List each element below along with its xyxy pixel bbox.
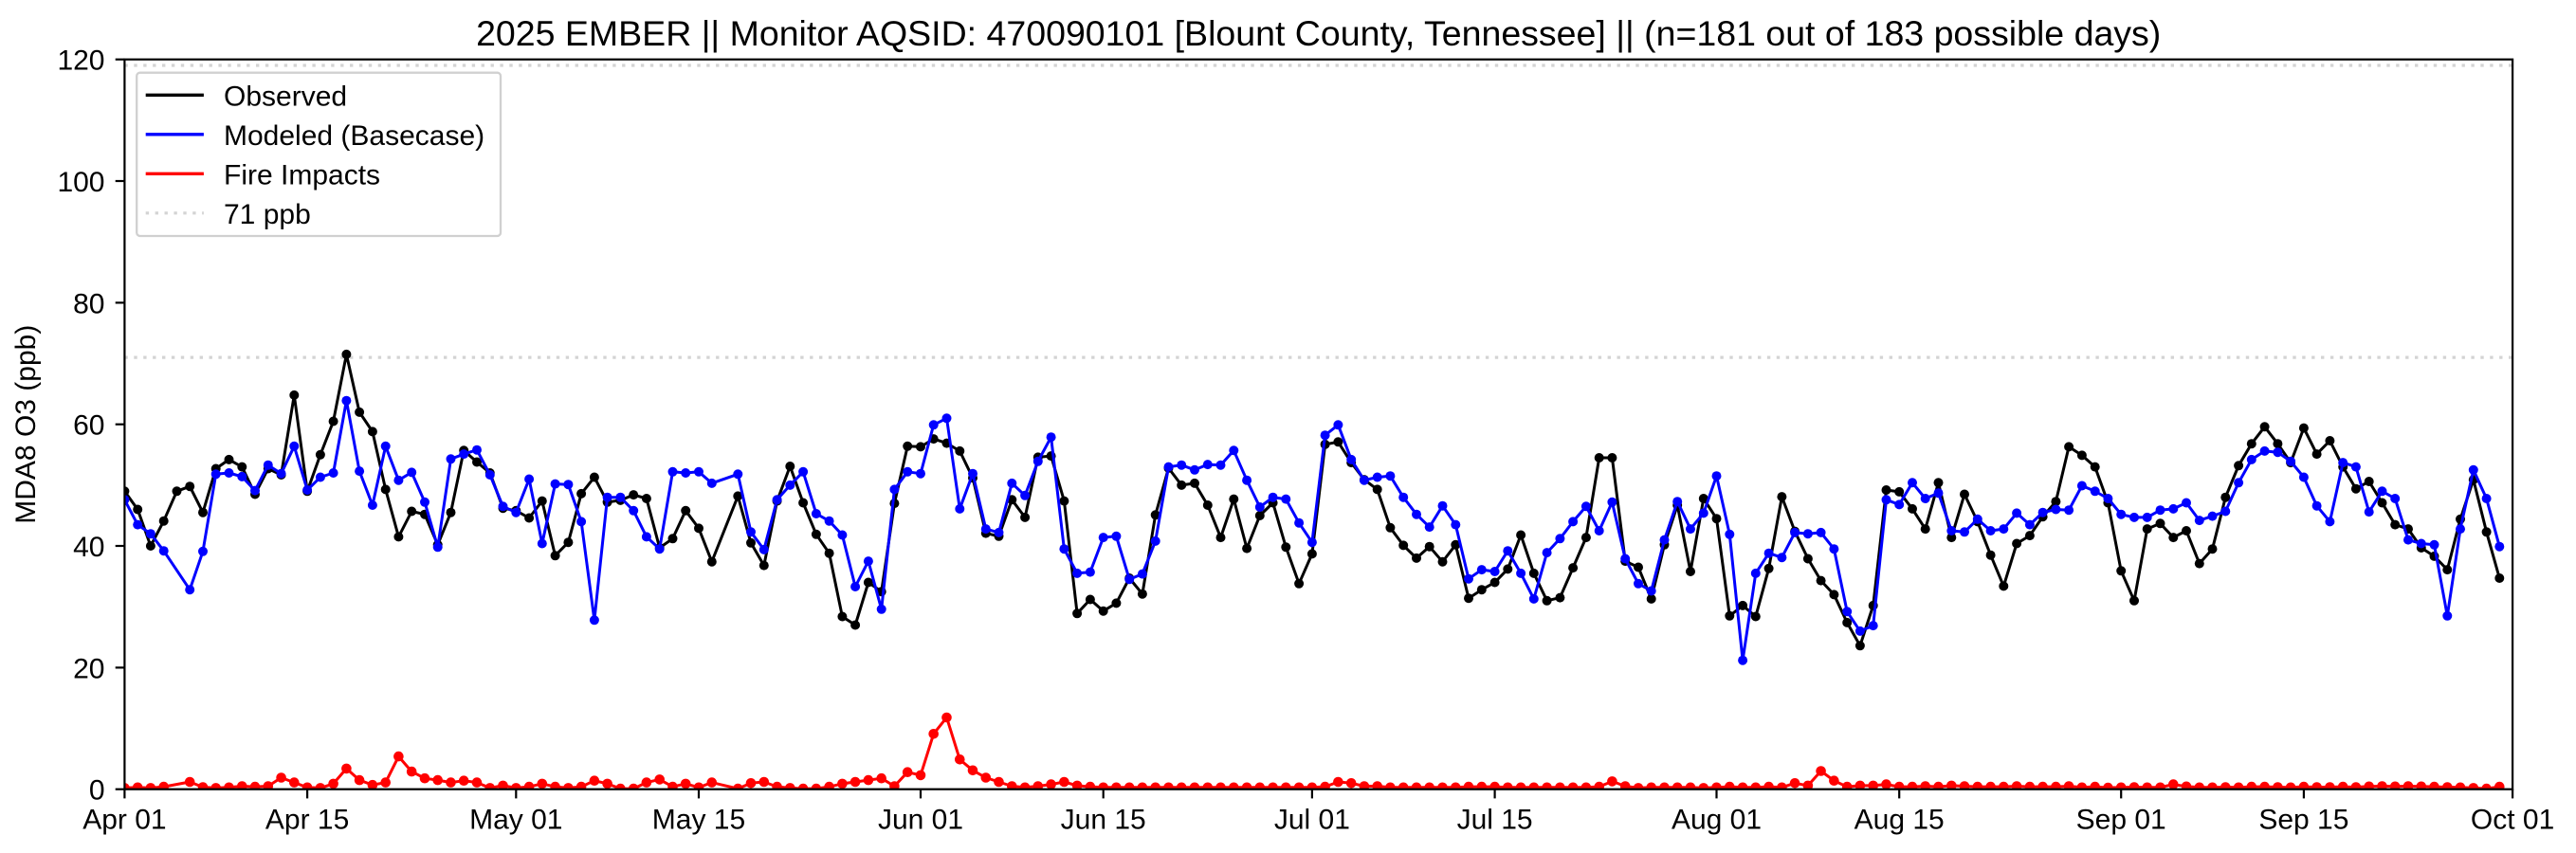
- svg-text:80: 80: [73, 288, 104, 319]
- svg-text:Observed: Observed: [224, 81, 347, 112]
- svg-text:Sep 01: Sep 01: [2076, 805, 2166, 836]
- svg-text:May 01: May 01: [469, 805, 562, 836]
- svg-text:May 15: May 15: [652, 805, 745, 836]
- svg-text:20: 20: [73, 653, 104, 684]
- svg-text:60: 60: [73, 410, 104, 442]
- svg-text:Jun 01: Jun 01: [878, 805, 963, 836]
- svg-text:120: 120: [57, 45, 104, 77]
- svg-text:Aug 01: Aug 01: [1672, 805, 1762, 836]
- svg-text:100: 100: [57, 167, 104, 198]
- svg-text:Fire Impacts: Fire Impacts: [224, 159, 380, 191]
- svg-text:0: 0: [89, 775, 105, 807]
- svg-text:Jun 15: Jun 15: [1061, 805, 1146, 836]
- svg-text:71 ppb: 71 ppb: [224, 199, 311, 230]
- svg-text:Aug 15: Aug 15: [1854, 805, 1945, 836]
- svg-text:Modeled (Basecase): Modeled (Basecase): [224, 120, 484, 152]
- svg-text:Jul 01: Jul 01: [1274, 805, 1350, 836]
- svg-text:Apr 01: Apr 01: [82, 805, 166, 836]
- svg-text:Apr 15: Apr 15: [265, 805, 349, 836]
- svg-text:2025 EMBER || Monitor AQSID: 4: 2025 EMBER || Monitor AQSID: 470090101 […: [476, 13, 2161, 53]
- svg-text:40: 40: [73, 532, 104, 563]
- svg-text:Oct 01: Oct 01: [2471, 805, 2554, 836]
- svg-text:Sep 15: Sep 15: [2258, 805, 2348, 836]
- svg-text:Jul 15: Jul 15: [1457, 805, 1533, 836]
- svg-text:MDA8 O3 (ppb): MDA8 O3 (ppb): [10, 325, 42, 524]
